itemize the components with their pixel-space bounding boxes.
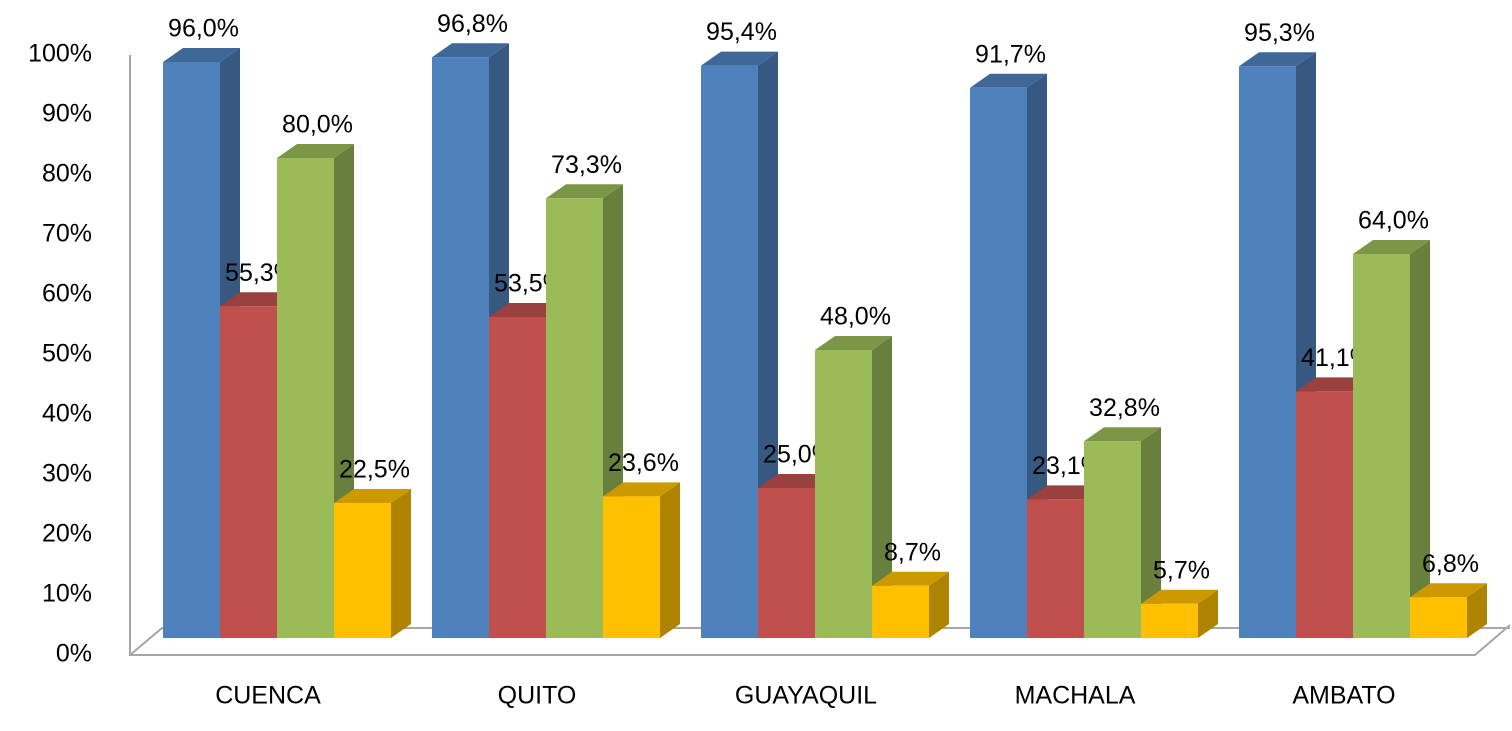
bar — [432, 57, 489, 638]
bar-top — [546, 184, 623, 199]
value-label: 91,7% — [975, 40, 1046, 68]
value-label: 23,6% — [608, 449, 679, 477]
bar — [815, 350, 872, 638]
value-label: 6,8% — [1422, 550, 1479, 578]
bar — [758, 488, 815, 638]
bar-side — [872, 336, 892, 638]
bar-top — [815, 336, 892, 350]
bar — [334, 503, 391, 638]
bar — [1239, 66, 1296, 638]
bar-top — [1239, 52, 1316, 67]
bar-top — [603, 482, 680, 497]
value-label: 73,3% — [551, 151, 622, 179]
bar-top — [1084, 427, 1161, 442]
bar-side — [391, 489, 411, 638]
x-tick-label: GUAYAQUIL — [735, 682, 877, 710]
bar — [1141, 603, 1198, 638]
axis-wall — [129, 55, 1511, 656]
bar — [701, 65, 758, 639]
bar-top — [701, 51, 778, 66]
bar-top — [1141, 589, 1218, 604]
y-tick-label: 20% — [42, 520, 92, 548]
y-tick-label: 90% — [42, 100, 92, 128]
bar — [1296, 391, 1353, 638]
bar-top — [277, 144, 354, 158]
x-tick-label: AMBATO — [1292, 682, 1395, 710]
bar — [1410, 597, 1467, 638]
value-label: 80,0% — [282, 111, 353, 139]
y-tick-label: 30% — [42, 460, 92, 488]
value-label: 95,3% — [1244, 19, 1315, 47]
bar-top — [1410, 583, 1487, 598]
bar-top — [432, 43, 509, 58]
bar-side — [1410, 240, 1430, 638]
bar — [603, 496, 660, 638]
bar-top — [334, 489, 411, 503]
y-tick-label: 100% — [28, 40, 92, 68]
bar-side — [1141, 427, 1161, 638]
value-label: 22,5% — [339, 456, 410, 484]
bar — [1084, 441, 1141, 638]
value-label: 96,8% — [437, 10, 508, 38]
bar-side — [660, 482, 680, 638]
bar — [163, 62, 220, 638]
bar — [1353, 254, 1410, 638]
y-tick-label: 10% — [42, 580, 92, 608]
y-tick-label: 0% — [56, 640, 92, 668]
y-tick-label: 80% — [42, 160, 92, 188]
value-label: 48,0% — [820, 303, 891, 331]
bar — [277, 158, 334, 638]
bar-top — [163, 48, 240, 62]
bar — [1027, 499, 1084, 638]
value-label: 64,0% — [1358, 207, 1429, 235]
bar — [872, 585, 929, 638]
bar-top — [970, 73, 1047, 88]
value-label: 32,8% — [1089, 394, 1160, 422]
value-label: 95,4% — [706, 18, 777, 46]
bar — [546, 198, 603, 638]
bar — [489, 317, 546, 638]
bar — [220, 306, 277, 638]
bar-top — [872, 571, 949, 586]
y-tick-label: 40% — [42, 400, 92, 428]
y-tick-label: 70% — [42, 220, 92, 248]
x-tick-label: QUITO — [498, 682, 577, 710]
bar-side — [929, 571, 949, 638]
x-tick-label: MACHALA — [1015, 682, 1136, 710]
bar — [970, 87, 1027, 639]
y-tick-label: 60% — [42, 280, 92, 308]
value-label: 96,0% — [168, 15, 239, 43]
value-label: 5,7% — [1153, 556, 1210, 584]
y-tick-label: 50% — [42, 340, 92, 368]
bar-side — [1198, 589, 1218, 638]
x-tick-label: CUENCA — [215, 682, 321, 710]
bar-top — [1353, 240, 1430, 254]
bar-side — [1467, 583, 1487, 638]
value-label: 8,7% — [884, 538, 941, 566]
